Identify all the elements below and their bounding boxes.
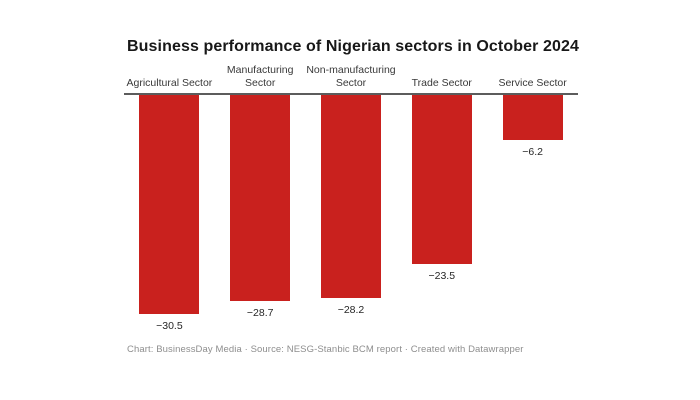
value-label-manufacturing: −28.7 — [246, 307, 274, 320]
category-label-cell: Trade Sector — [396, 77, 487, 94]
bar-group-non-manufacturing: −28.2 — [306, 95, 397, 316]
category-label-manufacturing: Manufacturing Sector — [226, 64, 294, 89]
bars-row: −30.5 −28.7 −28.2 −23.5 −6.2 — [124, 95, 578, 332]
category-label-trade: Trade Sector — [411, 76, 472, 89]
chart-attribution: Chart: BusinessDay Media · Source: NESG-… — [127, 344, 524, 355]
plot-area: Agricultural Sector Manufacturing Sector… — [124, 60, 578, 332]
bar-group-trade: −23.5 — [396, 95, 487, 282]
category-label-cell: Service Sector — [487, 77, 578, 94]
category-label-cell: Non-manufacturing Sector — [306, 64, 397, 93]
bar-group-service: −6.2 — [487, 95, 578, 158]
category-label-cell: Agricultural Sector — [124, 77, 215, 94]
value-label-service: −6.2 — [522, 145, 543, 158]
bar-group-manufacturing: −28.7 — [215, 95, 306, 319]
chart-title: Business performance of Nigerian sectors… — [127, 38, 579, 55]
bar-manufacturing — [230, 95, 291, 302]
category-label-agricultural: Agricultural Sector — [126, 76, 213, 89]
category-labels-row: Agricultural Sector Manufacturing Sector… — [124, 60, 578, 93]
category-label-cell: Manufacturing Sector — [215, 64, 306, 93]
bar-group-agricultural: −30.5 — [124, 95, 215, 332]
bar-agricultural — [139, 95, 200, 314]
category-label-non-manufacturing: Non-manufacturing Sector — [306, 64, 396, 89]
bar-non-manufacturing — [320, 95, 381, 298]
value-label-agricultural: −30.5 — [156, 320, 183, 332]
zero-baseline — [124, 93, 578, 95]
category-label-service: Service Sector — [498, 76, 567, 89]
value-label-non-manufacturing: −28.2 — [337, 303, 365, 316]
bar-trade — [411, 95, 472, 264]
value-label-trade: −23.5 — [428, 269, 456, 282]
bar-service — [502, 95, 563, 140]
